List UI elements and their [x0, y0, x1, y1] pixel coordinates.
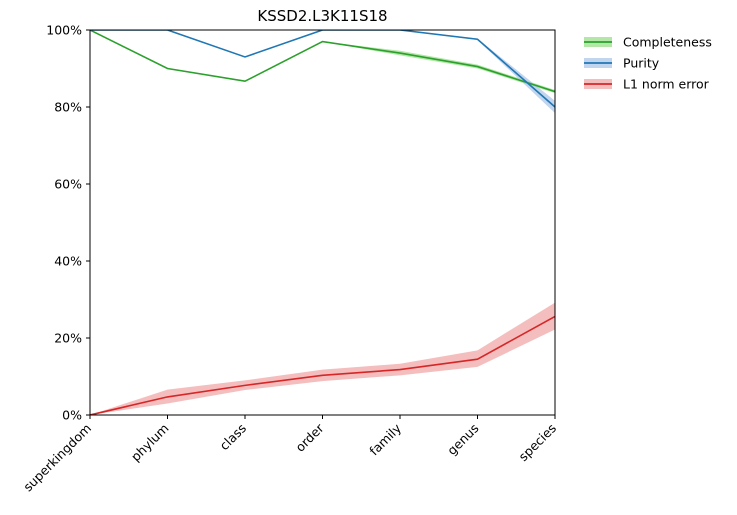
y-tick-label: 60% [54, 177, 82, 192]
band-completeness [90, 30, 555, 94]
y-tick-label: 80% [54, 100, 82, 115]
x-axis: superkingdom phylum class order family genus s… [20, 415, 559, 494]
x-tick-label: family [366, 420, 404, 458]
series-lines [90, 30, 555, 415]
y-tick-label: 0% [62, 408, 82, 423]
confidence-bands [90, 30, 555, 415]
line-completeness [90, 30, 555, 93]
x-tick-label: genus [444, 421, 481, 458]
y-tick-label: 20% [54, 331, 82, 346]
band-l1-norm-error [90, 302, 555, 415]
x-tick-label: species [516, 421, 560, 465]
legend-label-purity: Purity [623, 56, 660, 71]
y-tick-label: 40% [54, 254, 82, 269]
chart-title: KSSD2.L3K11S18 [257, 7, 387, 25]
y-tick-label: 100% [46, 23, 82, 38]
y-axis: 0% 20% 40% 60% 80% 100% [46, 23, 90, 423]
legend: Completeness Purity L1 norm error [584, 35, 712, 92]
x-tick-label: superkingdom [20, 421, 94, 495]
x-tick-label: class [217, 421, 250, 454]
legend-label-completeness: Completeness [623, 35, 712, 50]
x-tick-label: phylum [128, 421, 172, 465]
line-purity [90, 30, 555, 108]
band-purity [90, 30, 555, 114]
line-l1-norm-error [90, 315, 555, 415]
x-tick-label: order [292, 420, 327, 455]
legend-label-l1-norm-error: L1 norm error [623, 77, 710, 92]
